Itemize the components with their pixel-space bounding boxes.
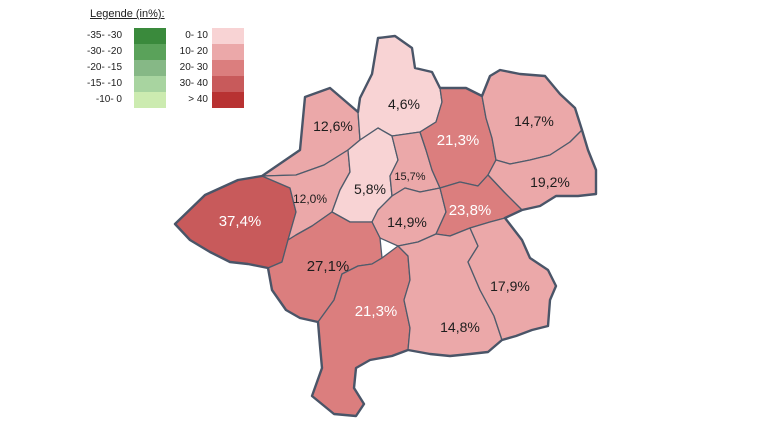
- legend-swatch: [134, 44, 166, 60]
- legend-item-neg-5: -10- 0: [84, 92, 166, 108]
- legend-swatch: [134, 60, 166, 76]
- region-label-center: 5,8%: [354, 181, 386, 197]
- region-label-center-east: 23,8%: [449, 202, 492, 219]
- region-label-center-north-east: 21,3%: [437, 132, 480, 149]
- legend-item-neg-1: -35- -30: [84, 28, 166, 44]
- region-label-south-center: 21,3%: [355, 303, 398, 320]
- region-label-east: 19,2%: [530, 174, 570, 190]
- legend-label: -30- -20: [86, 46, 122, 57]
- legend-label: -15- -10: [86, 78, 122, 89]
- legend-item-neg-3: -20- -15: [84, 60, 166, 76]
- region-label-south-east: 17,9%: [490, 278, 530, 294]
- legend-swatch: [134, 92, 166, 108]
- legend-swatch: [134, 76, 166, 92]
- legend-swatch: [134, 28, 166, 44]
- legend-label: 10- 20: [179, 46, 208, 57]
- region-north-center[interactable]: [357, 35, 443, 141]
- region-label-center-south: 14,9%: [387, 214, 427, 230]
- region-label-west-small: 12,0%: [293, 192, 327, 206]
- map-legend: Legende (in%): -35- -30 -30- -20 -20- -1…: [84, 8, 254, 108]
- legend-item-neg-2: -30- -20: [84, 44, 166, 60]
- region-label-center-small: 15,7%: [394, 171, 425, 183]
- legend-swatch: [212, 44, 244, 60]
- legend-label: 30- 40: [179, 78, 208, 89]
- state-outline: [173, 34, 598, 418]
- legend-label: 0- 10: [185, 30, 208, 41]
- region-label-north-east: 14,7%: [514, 113, 554, 129]
- region-label-north-center: 4,6%: [388, 96, 420, 112]
- legend-swatch: [212, 28, 244, 44]
- legend-item-pos-5: > 40: [172, 92, 252, 108]
- region-label-north-west: 12,6%: [313, 118, 353, 134]
- legend-title: Legende (in%):: [90, 8, 165, 20]
- legend-swatch: [212, 76, 244, 92]
- legend-label: -10- 0: [95, 94, 122, 105]
- legend-swatch: [212, 60, 244, 76]
- legend-label: -35- -30: [86, 30, 122, 41]
- legend-item-neg-4: -15- -10: [84, 76, 166, 92]
- legend-label: 20- 30: [179, 62, 208, 73]
- legend-item-pos-4: 30- 40: [172, 76, 252, 92]
- region-label-south-west: 27,1%: [307, 258, 350, 275]
- legend-item-pos-3: 20- 30: [172, 60, 252, 76]
- legend-swatch: [212, 92, 244, 108]
- legend-label: > 40: [188, 94, 208, 105]
- legend-label: -20- -15: [86, 62, 122, 73]
- region-label-south: 14,8%: [440, 319, 480, 335]
- region-label-far-west: 37,4%: [219, 213, 262, 230]
- legend-item-pos-1: 0- 10: [172, 28, 252, 44]
- legend-item-pos-2: 10- 20: [172, 44, 252, 60]
